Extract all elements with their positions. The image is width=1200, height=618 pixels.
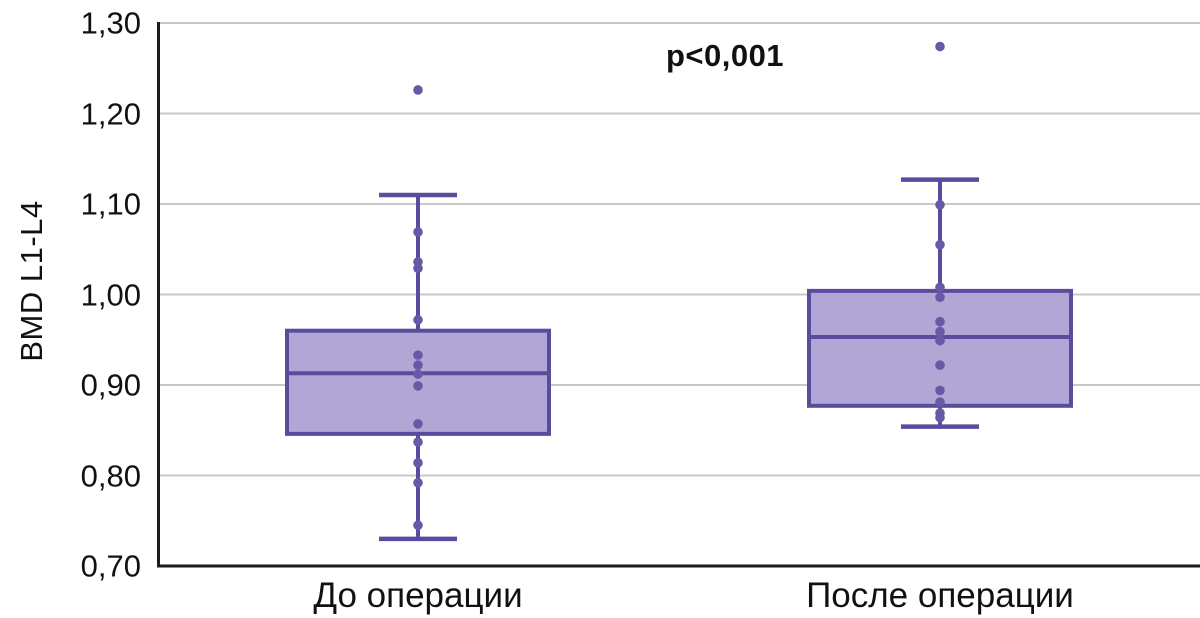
data-point <box>413 227 423 237</box>
data-point <box>413 437 423 447</box>
data-point <box>935 41 945 52</box>
y-tick-label: 1,10 <box>80 186 141 222</box>
data-point <box>935 326 945 337</box>
data-point <box>413 520 423 531</box>
x-category-label: После операции <box>806 576 1074 615</box>
data-point <box>935 335 945 346</box>
data-point <box>935 292 945 303</box>
data-point <box>413 85 423 95</box>
data-point <box>935 239 945 250</box>
data-point <box>413 477 423 488</box>
data-point <box>935 385 945 396</box>
x-category-label: До операции <box>313 576 523 615</box>
data-point <box>413 369 423 379</box>
data-point <box>935 412 945 423</box>
data-point <box>935 282 945 293</box>
data-point <box>935 360 945 370</box>
y-tick-label: 1,20 <box>80 96 141 131</box>
y-tick-label: 0,80 <box>80 458 141 493</box>
p-value-annotation: p<0,001 <box>665 38 785 73</box>
y-tick-label: 1,00 <box>80 277 141 312</box>
data-point <box>935 316 945 327</box>
data-point <box>413 360 423 370</box>
data-point <box>413 381 423 391</box>
data-point <box>413 458 423 468</box>
y-tick-label: 0,90 <box>80 367 141 403</box>
y-tick-label: 1,30 <box>80 5 141 41</box>
data-point <box>413 263 423 274</box>
data-point <box>935 200 945 210</box>
data-point <box>413 350 423 360</box>
data-point <box>935 397 945 407</box>
y-tick-label: 0,70 <box>80 548 141 584</box>
data-point <box>413 315 423 325</box>
data-point <box>413 419 423 429</box>
